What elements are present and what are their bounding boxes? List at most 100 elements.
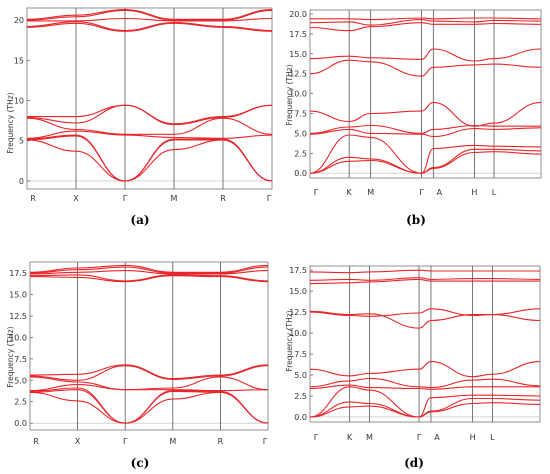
phonon-band-line (309, 151, 542, 174)
caption-a: (a) (130, 213, 149, 227)
phonon-band-line (29, 275, 269, 283)
phonon-band-line (29, 270, 269, 275)
phonon-band-line (26, 9, 273, 21)
phonon-band-line (29, 387, 269, 424)
k-point-label: R (33, 437, 39, 446)
phonon-band-line (309, 127, 542, 138)
phonon-band-line (309, 361, 541, 378)
k-point-label: Γ (123, 437, 128, 446)
y-tick-label: 5.0 (294, 371, 307, 380)
phonon-band-line (309, 402, 541, 418)
phonon-band-line (309, 377, 541, 389)
k-point-label: A (434, 433, 440, 442)
phonon-band-line (309, 278, 540, 285)
plot-frame (309, 265, 541, 423)
phonon-band-line (309, 384, 540, 390)
y-tick-label: 17.5 (289, 30, 307, 39)
panel-d: 0.0 2.5 5.0 7.5 10.0 12.5 15.0 17.5 Γ K M Γ A H L (289, 265, 541, 442)
phonon-band-line (26, 134, 273, 182)
k-point-label: K (347, 433, 353, 442)
phonon-band-line (26, 21, 273, 32)
phonon-band-line (309, 101, 542, 127)
y-tick-label: 5.0 (294, 129, 307, 138)
plot-frame (309, 9, 542, 179)
k-point-label: K (347, 188, 353, 197)
k-point-label: H (470, 433, 476, 442)
k-point-label: M (169, 437, 176, 446)
y-tick-label: 15.0 (9, 291, 27, 300)
plot-frame (29, 261, 269, 431)
y-tick-label: 2.5 (294, 392, 307, 401)
y-tick-label: 15.0 (289, 50, 307, 59)
y-tick-label: 7.5 (294, 350, 307, 359)
k-point-label: H (471, 188, 477, 197)
caption-c: (c) (131, 456, 150, 470)
caption-b: (b) (406, 213, 426, 227)
y-tick-label: 0.0 (14, 419, 27, 428)
phonon-band-line (26, 22, 273, 32)
phonon-band-line (309, 17, 542, 21)
phonon-band-line (309, 277, 541, 281)
phonon-band-line (309, 48, 542, 62)
k-point-label: Γ (314, 433, 319, 442)
phonon-band-line (309, 386, 541, 418)
y-tick-label: 5.0 (14, 376, 27, 385)
phonon-band-line (309, 148, 542, 174)
phonon-band-line (29, 266, 269, 274)
phonon-band-line (26, 9, 273, 20)
panel-a: 0 5 10 15 20 R X Γ M R Γ (14, 7, 273, 203)
k-point-label: M (171, 194, 178, 203)
y-tick-label: 20.0 (289, 10, 307, 19)
caption-d: (d) (404, 456, 424, 470)
y-tick-label: 12.5 (9, 312, 27, 321)
phonon-band-line (26, 17, 273, 22)
k-point-label: Γ (419, 188, 424, 197)
panel-c: 0.0 2.5 5.0 7.5 10.0 12.5 15.0 17.5 R X Γ M R Γ (9, 261, 269, 446)
y-tick-label: 0.0 (294, 413, 307, 422)
k-point-label: Γ (263, 437, 268, 446)
phonon-band-line (26, 104, 273, 125)
y-tick-label: 2.5 (14, 398, 27, 407)
y-tick-label: 17.5 (289, 266, 307, 275)
k-point-label: M (366, 433, 373, 442)
k-point-label: A (437, 188, 443, 197)
y-tick-label: 17.5 (9, 269, 27, 278)
k-point-label: L (492, 188, 497, 197)
plot-frame (26, 7, 273, 190)
y-tick-label: 10.0 (289, 90, 307, 99)
y-axis-label-c: Frequency (THz) (6, 326, 15, 387)
phonon-band-line (309, 124, 541, 134)
k-point-label: R (220, 194, 226, 203)
y-tick-label: 0.0 (294, 169, 307, 178)
phonon-band-line (26, 117, 273, 135)
panel-b: 0.0 2.5 5.0 7.5 10.0 12.5 15.0 17.5 20.0 Γ K M Γ A H L (289, 9, 542, 197)
phonon-band-line (29, 384, 269, 392)
phonon-band-line (309, 269, 540, 274)
k-point-label: X (73, 194, 79, 203)
y-tick-label: 7.5 (294, 110, 307, 119)
y-tick-label: 10 (14, 97, 24, 106)
phonon-band-line (309, 59, 542, 77)
y-tick-label: 7.5 (14, 355, 27, 364)
y-tick-label: 10.0 (9, 333, 27, 342)
y-tick-label: 0 (19, 177, 24, 186)
k-point-label: Γ (123, 194, 128, 203)
y-tick-label: 15.0 (289, 287, 307, 296)
y-axis-label-d: Frequency (THz) (285, 310, 294, 371)
k-point-label: L (490, 433, 495, 442)
y-axis-label-a: Frequency (THz) (6, 92, 15, 153)
k-point-label: X (75, 437, 81, 446)
k-point-label: M (367, 188, 374, 197)
k-point-label: Γ (417, 433, 422, 442)
y-tick-label: 20 (14, 16, 24, 25)
y-tick-label: 10.0 (289, 329, 307, 338)
phonon-band-line (309, 134, 542, 174)
k-point-label: Γ (314, 188, 319, 197)
k-point-label: R (30, 194, 36, 203)
phonon-band-line (26, 135, 273, 182)
y-tick-label: 12.5 (289, 308, 307, 317)
y-tick-label: 12.5 (289, 70, 307, 79)
phonon-band-line (309, 397, 541, 418)
phonon-band-line (29, 365, 269, 381)
